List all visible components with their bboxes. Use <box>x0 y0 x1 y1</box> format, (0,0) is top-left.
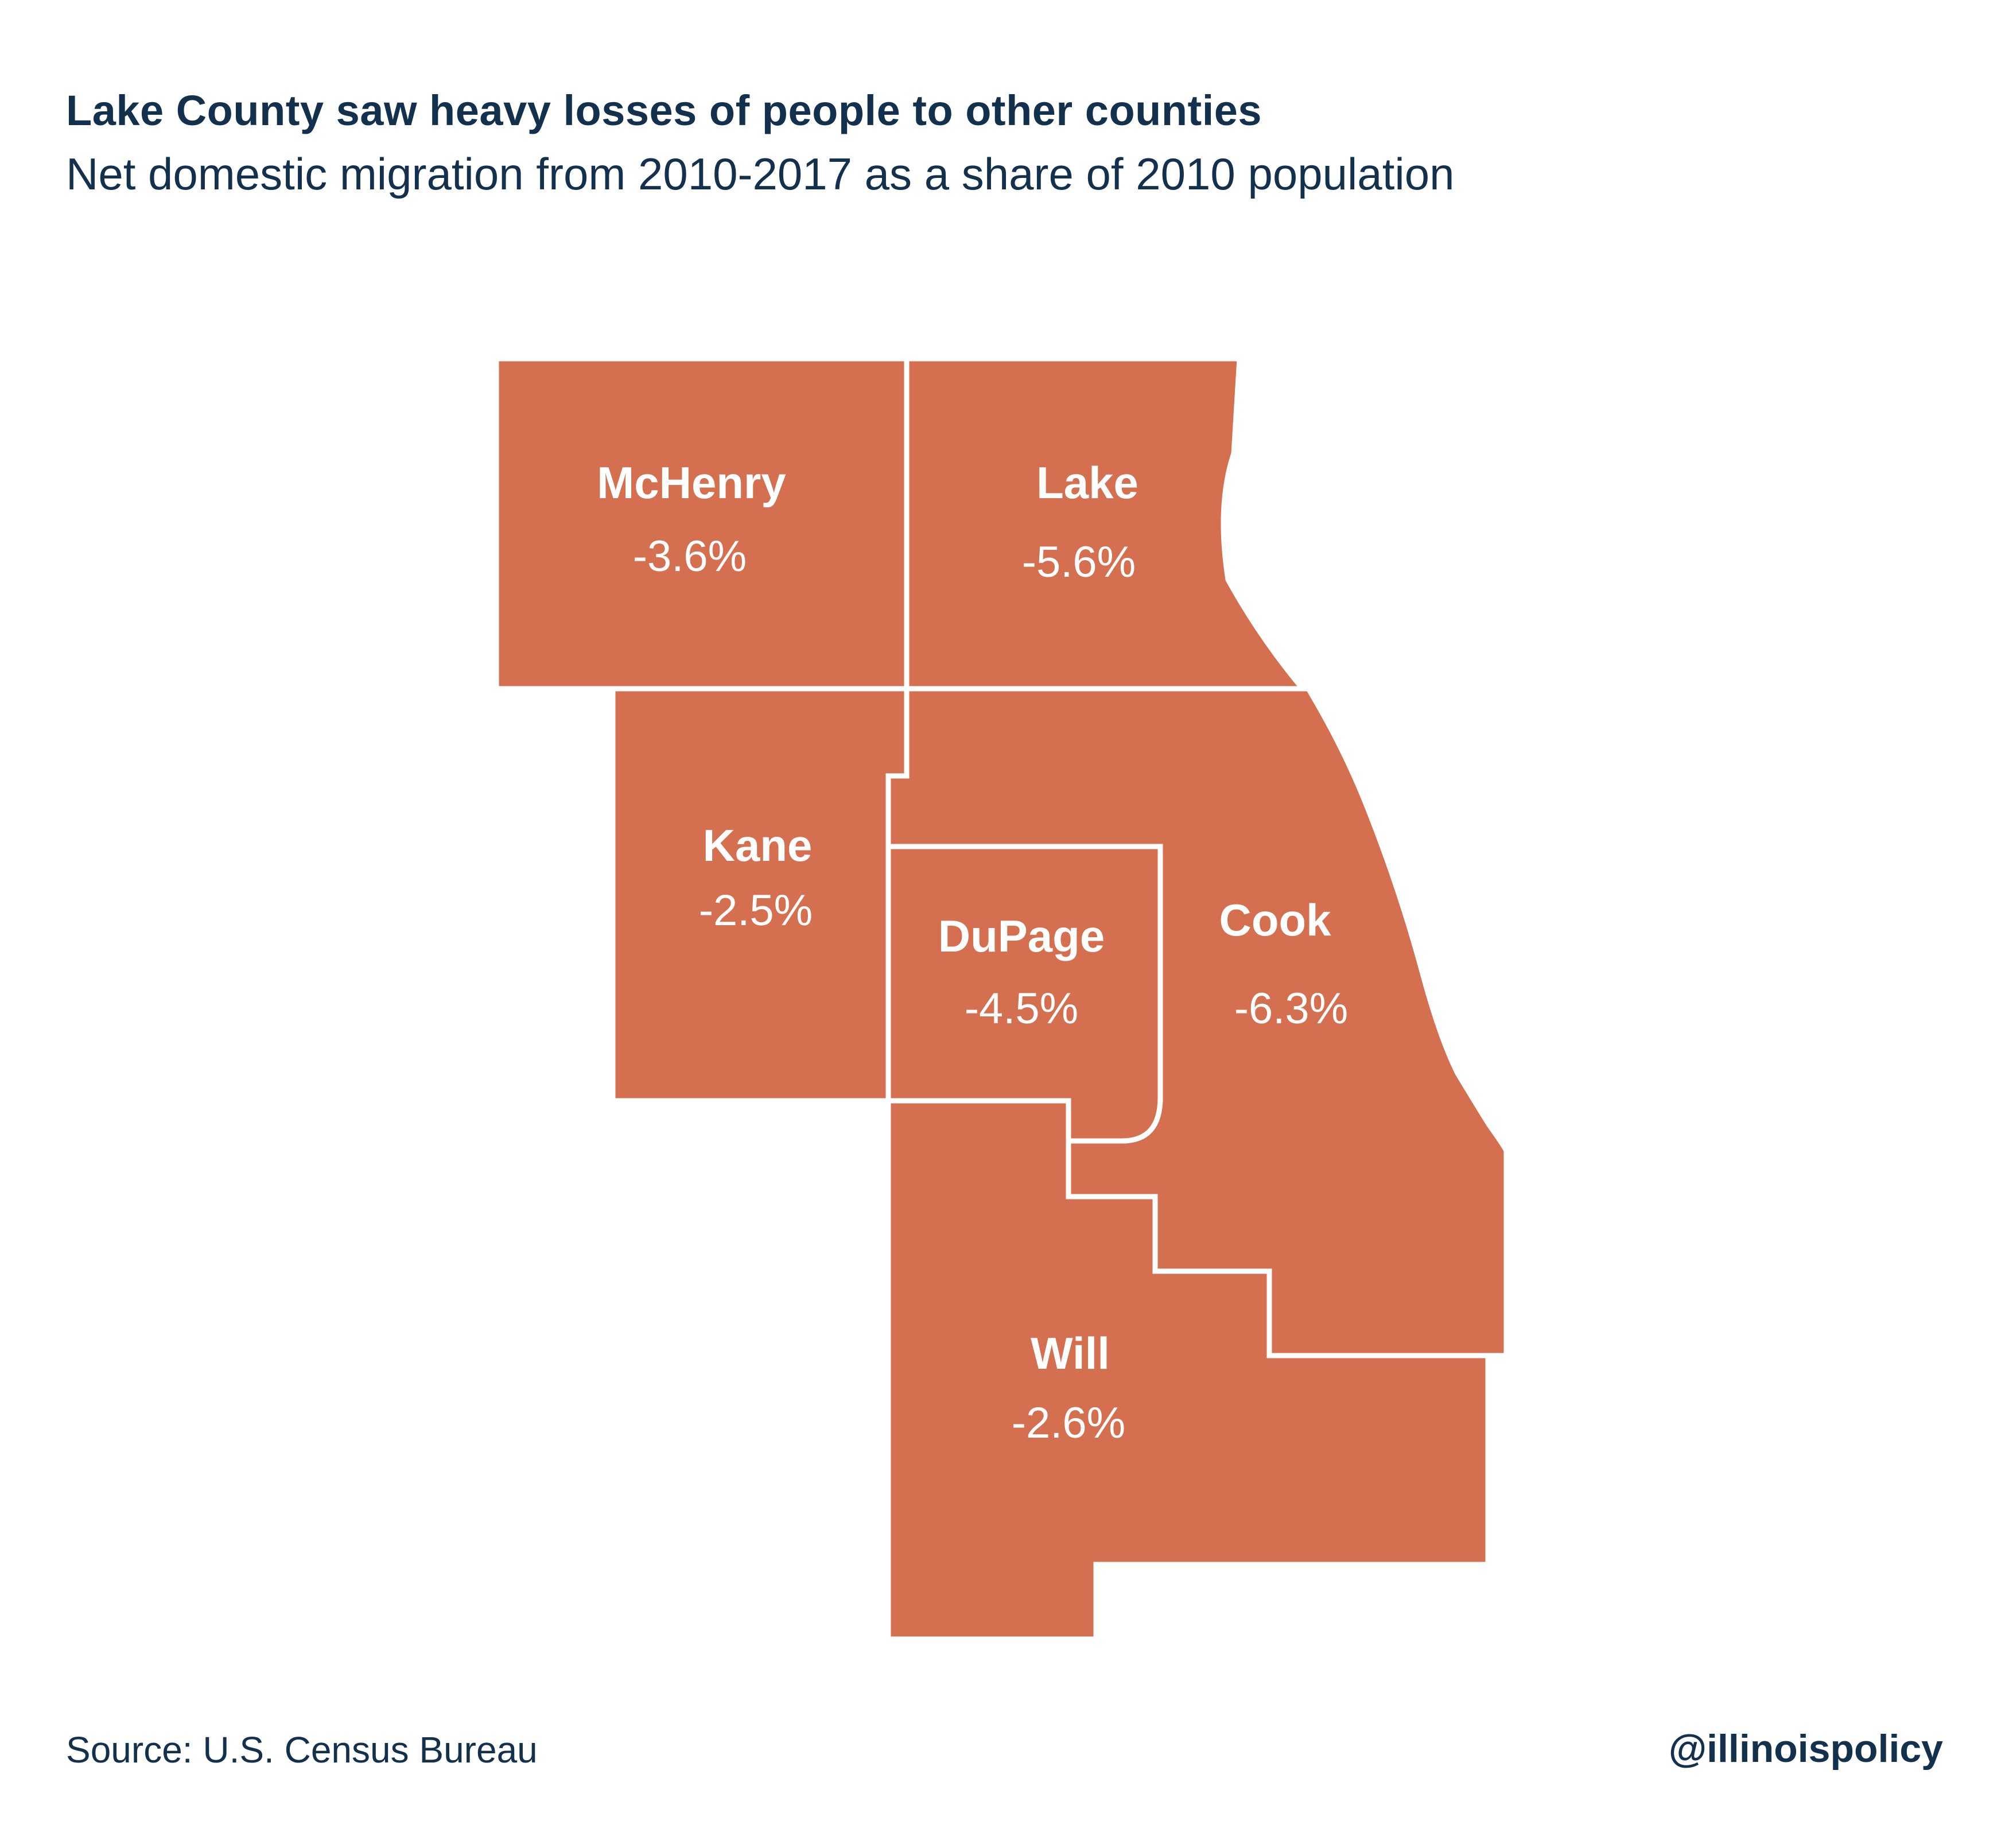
chart-title: Lake County saw heavy losses of people t… <box>66 87 1262 134</box>
chart-subtitle: Net domestic migration from 2010-2017 as… <box>66 149 1455 199</box>
county-will-value: -2.6% <box>1012 1399 1126 1447</box>
county-dupage-name: DuPage <box>938 911 1105 961</box>
social-handle: @illinoispolicy <box>1668 1727 1943 1771</box>
county-mchenry-value: -3.6% <box>633 532 747 581</box>
county-dupage-value: -4.5% <box>965 984 1079 1033</box>
source-note: Source: U.S. Census Bureau <box>66 1729 538 1771</box>
county-mchenry-shape <box>493 356 910 692</box>
county-shapes <box>493 356 1509 1642</box>
county-kane-name: Kane <box>703 820 813 871</box>
county-cook-name: Cook <box>1219 895 1332 945</box>
county-mchenry-name: McHenry <box>597 457 786 508</box>
county-will-shape <box>885 1098 1491 1642</box>
county-kane-value: -2.5% <box>699 886 813 935</box>
county-cook-value: -6.3% <box>1234 984 1349 1033</box>
county-lake-shape <box>904 356 1308 692</box>
county-labels: McHenry -3.6% Lake -5.6% Kane -2.5% DuPa… <box>597 457 1348 1447</box>
county-lake-name: Lake <box>1036 457 1138 508</box>
county-dupage-shape <box>885 844 1163 1144</box>
county-will-name: Will <box>1031 1328 1110 1379</box>
county-lake-value: -5.6% <box>1022 538 1136 587</box>
